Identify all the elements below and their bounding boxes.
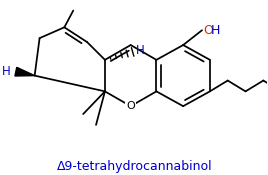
Text: Δ9-tetrahydrocannabinol: Δ9-tetrahydrocannabinol [57, 160, 213, 173]
FancyBboxPatch shape [125, 101, 136, 111]
Polygon shape [15, 67, 35, 76]
Text: H: H [2, 65, 10, 78]
Text: O: O [126, 101, 135, 111]
Text: O: O [203, 24, 213, 37]
Text: H: H [211, 24, 220, 37]
Text: H: H [136, 44, 144, 57]
